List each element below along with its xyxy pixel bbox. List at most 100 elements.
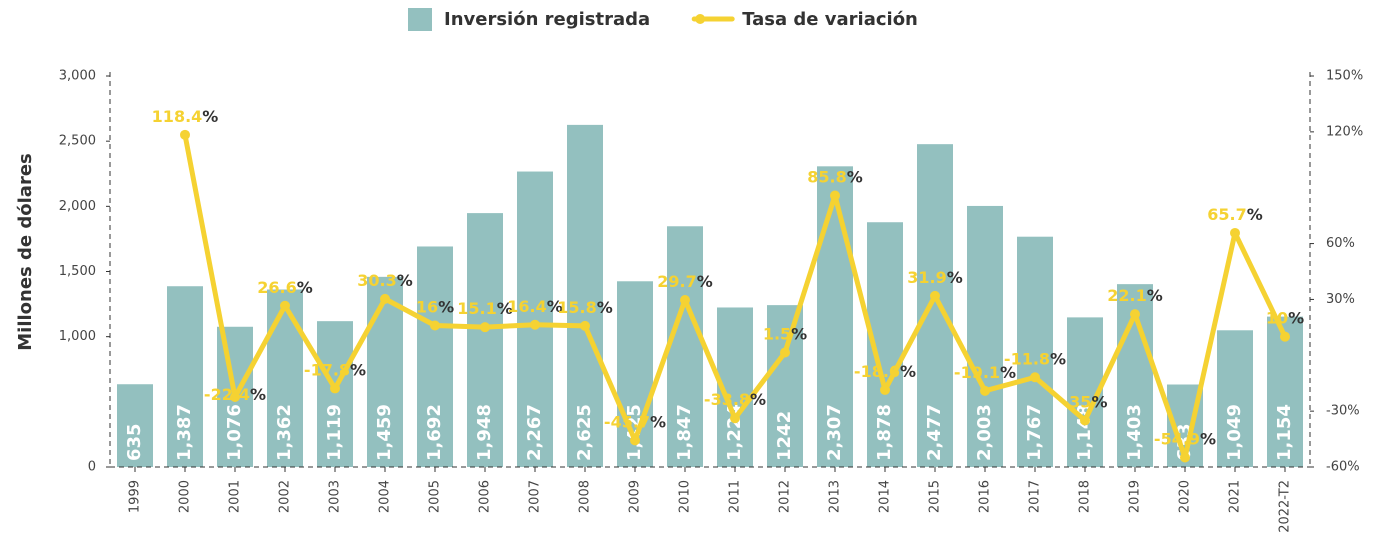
x-tick-label: 2002 bbox=[278, 480, 293, 513]
line-value-number: 15.1 bbox=[457, 299, 496, 318]
line-point bbox=[1230, 227, 1240, 238]
line-point bbox=[980, 385, 990, 396]
y2-tick-label: -60% bbox=[1326, 460, 1360, 475]
y-tick-label: 1,000 bbox=[59, 329, 96, 344]
bar-value-label: 1,425 bbox=[624, 404, 645, 461]
bar bbox=[317, 321, 353, 467]
line-point bbox=[1030, 372, 1040, 383]
bar-value-label: 2,267 bbox=[524, 404, 545, 461]
line-value-number: -54.9 bbox=[1154, 429, 1200, 448]
line-value-number: 26.6 bbox=[257, 277, 296, 296]
line-value-label: -22.4% bbox=[204, 384, 266, 403]
line-value-number: 31.9 bbox=[907, 267, 946, 286]
line-point bbox=[280, 300, 290, 311]
bar bbox=[567, 124, 603, 467]
x-tick-label: 2021 bbox=[1228, 480, 1243, 513]
line-value-unit: % bbox=[1050, 349, 1066, 368]
line-value-label: 15.8% bbox=[557, 297, 613, 316]
line-value-unit: % bbox=[497, 299, 513, 318]
x-tick-label: 2019 bbox=[1128, 480, 1143, 513]
legend-swatch-dot bbox=[695, 14, 706, 24]
bar-value-label: 635 bbox=[124, 423, 145, 461]
line-value-label: -35% bbox=[1063, 392, 1108, 411]
bar bbox=[467, 213, 503, 467]
line-point bbox=[880, 384, 890, 395]
line-point bbox=[830, 190, 840, 201]
line-value-label: 65.7% bbox=[1207, 204, 1263, 223]
line-value-unit: % bbox=[1091, 392, 1107, 411]
bar-value-label: 1,948 bbox=[474, 404, 495, 461]
line-value-unit: % bbox=[650, 412, 666, 431]
x-tick-label: 2008 bbox=[578, 480, 593, 513]
line-value-number: 30.3 bbox=[357, 270, 396, 289]
line-value-number: 10 bbox=[1266, 308, 1288, 327]
line-value-label: -45.7% bbox=[604, 412, 666, 431]
y-tick-label: 3,000 bbox=[59, 69, 96, 84]
line-value-unit: % bbox=[1247, 204, 1263, 223]
line-point bbox=[480, 322, 490, 333]
line-point bbox=[680, 294, 690, 305]
bar-value-label: 2,625 bbox=[574, 404, 595, 461]
bar bbox=[917, 144, 953, 467]
bar bbox=[517, 171, 553, 467]
line-value-number: -45.7 bbox=[604, 412, 650, 431]
bar-value-label: 2,003 bbox=[974, 404, 995, 461]
line-value-number: 65.7 bbox=[1207, 204, 1246, 223]
bar-value-label: 1,119 bbox=[324, 404, 345, 461]
line-value-unit: % bbox=[847, 167, 863, 186]
x-tick-label: 2018 bbox=[1078, 480, 1093, 513]
line-value-number: 118.4 bbox=[152, 106, 203, 125]
y-tick-label: 2,500 bbox=[59, 134, 96, 149]
x-tick-label: 2003 bbox=[328, 480, 343, 513]
line-value-number: -22.4 bbox=[204, 384, 250, 403]
line-value-label: 29.7% bbox=[657, 271, 713, 290]
bar-value-label: 1,767 bbox=[1024, 404, 1045, 461]
line-value-unit: % bbox=[900, 361, 916, 380]
y2-tick-label: 120% bbox=[1326, 124, 1363, 139]
bar bbox=[667, 226, 703, 467]
line-value-number: 85.8 bbox=[807, 167, 846, 186]
bar bbox=[417, 246, 453, 467]
line-value-number: 16.4 bbox=[507, 296, 546, 315]
line-value-number: -33.8 bbox=[704, 390, 750, 409]
bar-value-label: 1,847 bbox=[674, 404, 695, 461]
bar-value-label: 1,692 bbox=[424, 404, 445, 461]
y2-tick-label: 30% bbox=[1326, 292, 1355, 307]
bar-value-label: 2,477 bbox=[924, 404, 945, 461]
line-value-label: 16% bbox=[416, 297, 454, 316]
line-value-label: -19.1% bbox=[954, 362, 1016, 381]
line-value-number: -17.8 bbox=[304, 360, 350, 379]
x-tick-label: 2004 bbox=[378, 480, 393, 513]
x-tick-label: 1999 bbox=[128, 480, 143, 513]
line-point bbox=[330, 383, 340, 394]
bar bbox=[967, 205, 1003, 468]
line-value-label: -54.9% bbox=[1154, 429, 1216, 448]
bar-value-label: 1242 bbox=[774, 411, 795, 461]
line-value-unit: % bbox=[697, 271, 713, 290]
line-value-label: -17.8% bbox=[304, 360, 366, 379]
line-value-label: 30.3% bbox=[357, 270, 413, 289]
line-value-unit: % bbox=[1147, 286, 1163, 305]
bar bbox=[117, 384, 153, 467]
y2-tick-label: -30% bbox=[1326, 404, 1360, 419]
line-point bbox=[380, 293, 390, 304]
x-tick-label: 2015 bbox=[928, 480, 943, 513]
x-tick-label: 2022-T2 bbox=[1278, 480, 1293, 533]
x-tick-label: 2007 bbox=[528, 480, 543, 513]
line-value-label: -33.8% bbox=[704, 390, 766, 409]
line-value-label: 118.4% bbox=[152, 106, 219, 125]
line-value-unit: % bbox=[297, 277, 313, 296]
bar-value-label: 1,387 bbox=[174, 404, 195, 461]
line-point bbox=[230, 391, 240, 402]
line-value-number: 15.8 bbox=[557, 297, 596, 316]
line-point bbox=[1180, 452, 1190, 463]
x-tick-label: 2006 bbox=[478, 480, 493, 513]
bar bbox=[1217, 330, 1253, 467]
line-point bbox=[1080, 415, 1090, 426]
line-value-unit: % bbox=[202, 106, 218, 125]
x-tick-label: 2005 bbox=[428, 480, 443, 513]
y-tick-label: 0 bbox=[88, 460, 96, 475]
legend-label: Inversión registrada bbox=[444, 9, 650, 30]
x-tick-label: 2009 bbox=[628, 480, 643, 513]
